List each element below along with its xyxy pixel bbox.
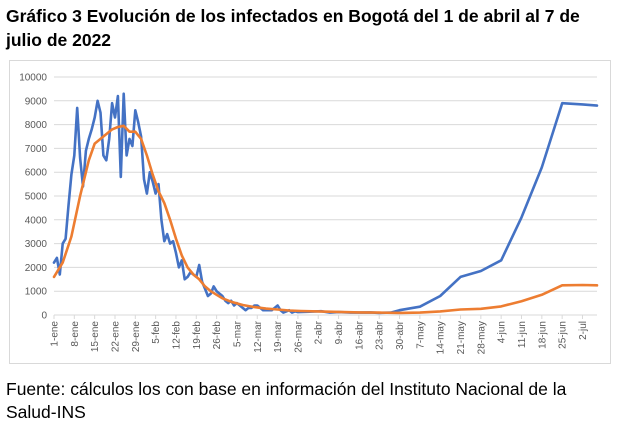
y-axis-ticks: 0 1000 2000 3000 4000 5000 6000 7000 8000 9000 100… (19, 73, 47, 322)
x-tick-label: 4-jun (497, 321, 508, 343)
chart-title: Gráfico 3 Evolución de los infectados en… (6, 6, 580, 50)
x-tick-label: 26-mar (293, 320, 304, 352)
x-tick-label: 18-jun (537, 321, 548, 349)
x-tick-label: 14-may (436, 321, 447, 354)
series-line-2 (52, 124, 599, 315)
y-tick-label: 2000 (25, 263, 48, 274)
x-tick-label: 9-abr (334, 320, 345, 344)
y-tick-label: 1000 (25, 287, 48, 298)
x-tick-label: 5-mar (232, 320, 243, 347)
y-tick-label: 7000 (25, 144, 48, 155)
x-tick-label: 19-mar (273, 320, 284, 352)
line-chart: 0 1000 2000 3000 4000 5000 6000 7000 8000 9000 100… (19, 73, 599, 354)
y-tick-label: 0 (41, 311, 47, 322)
chart-frame: 0 1000 2000 3000 4000 5000 6000 7000 8000 9000 100… (9, 60, 611, 364)
y-tick-label: 6000 (25, 168, 48, 179)
x-tick-label: 21-may (456, 321, 467, 354)
x-tick-label: 7-may (415, 321, 426, 349)
x-tick-label: 5-feb (151, 321, 162, 344)
x-tick-label: 8-ene (70, 321, 81, 347)
x-tick-label: 30-abr (395, 320, 406, 350)
x-tick-label: 2-jul (578, 321, 589, 340)
y-tick-label: 5000 (25, 192, 48, 203)
x-tick-label: 19-feb (192, 321, 203, 350)
x-tick-label: 25-jun (558, 321, 569, 349)
x-tick-label: 1-ene (50, 321, 61, 347)
y-tick-label: 4000 (25, 215, 48, 226)
x-tick-label: 28-may (476, 321, 487, 354)
y-tick-label: 3000 (25, 239, 48, 250)
gridlines (54, 76, 597, 316)
x-tick-label: 22-ene (110, 321, 121, 353)
x-tick-label: 23-abr (375, 320, 386, 350)
x-tick-label: 16-abr (354, 320, 365, 350)
x-tick-label: 12-mar (253, 320, 264, 352)
y-tick-label: 9000 (25, 96, 48, 107)
series-line-1 (52, 92, 599, 315)
x-tick-label: 15-ene (90, 321, 101, 353)
x-tick-label: 2-abr (314, 320, 325, 344)
x-tick-label: 11-jun (517, 321, 528, 348)
y-tick-label: 10000 (19, 73, 47, 84)
x-tick-label: 12-feb (171, 321, 182, 350)
x-axis-ticks: 1-ene 8-ene 15-ene 22-ene 29-ene 5-feb 12-feb 1… (50, 315, 589, 354)
y-tick-label: 8000 (25, 120, 48, 131)
series-lines (52, 92, 599, 315)
x-tick-label: 26-feb (212, 321, 223, 350)
source-note: Fuente: cálculos los con base en informa… (6, 379, 567, 422)
x-tick-label: 29-ene (131, 321, 142, 353)
